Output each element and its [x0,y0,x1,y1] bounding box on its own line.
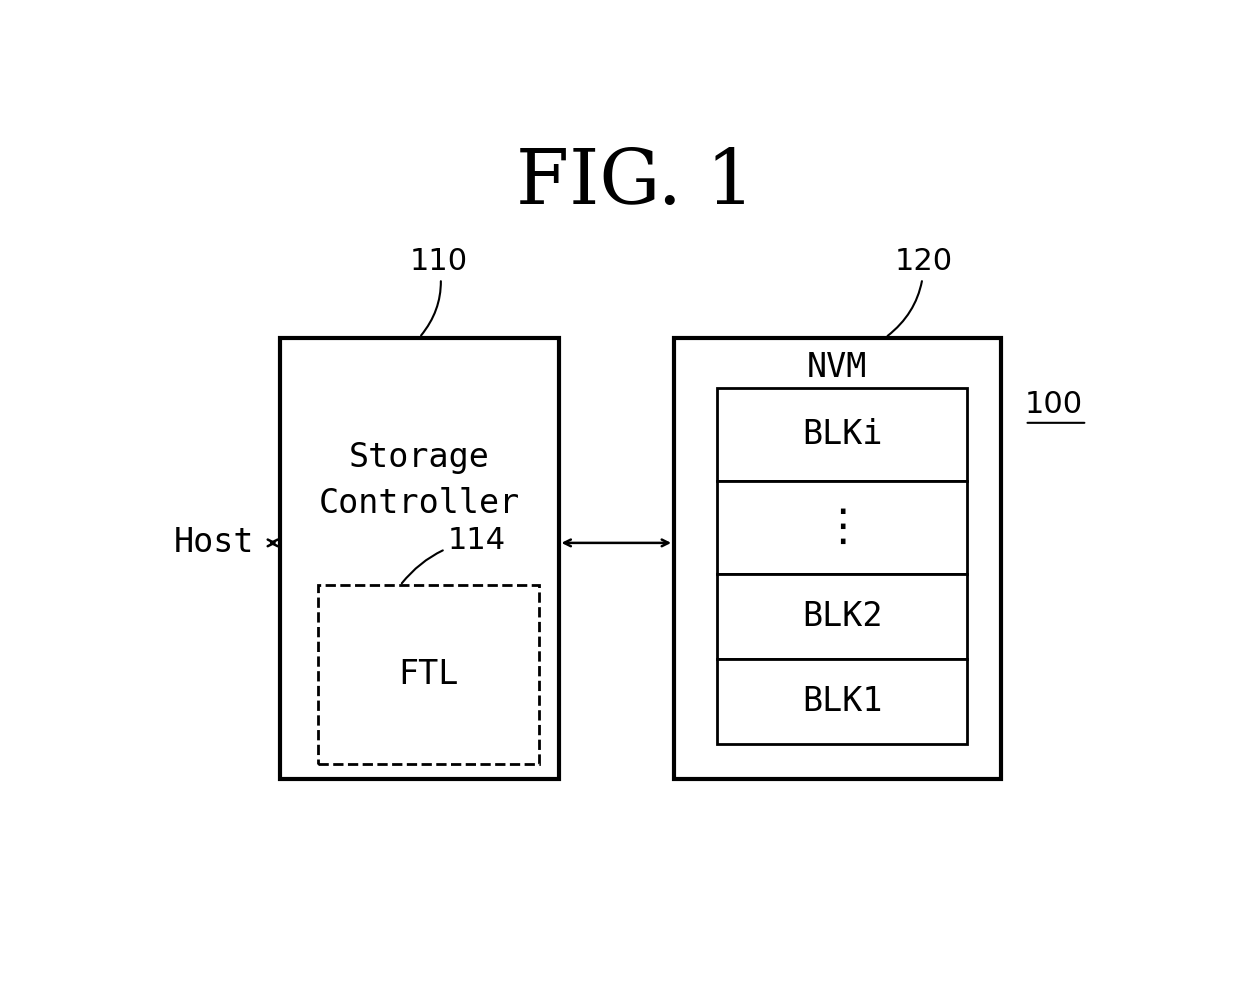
Bar [717,659,967,744]
Text: Host: Host [174,526,254,559]
Bar [675,338,1001,780]
Text: FTL: FTL [399,658,459,691]
Text: 100: 100 [1024,390,1083,418]
Bar [319,585,539,764]
Text: 120: 120 [888,246,952,336]
Bar [717,481,967,573]
Bar [717,573,967,659]
Text: BLK2: BLK2 [802,600,883,633]
Bar [717,388,967,481]
Text: 110: 110 [409,246,467,335]
Text: Storage
Controller: Storage Controller [319,442,520,520]
Text: BLKi: BLKi [802,417,883,451]
Text: FIG. 1: FIG. 1 [516,146,755,219]
Text: ⋮: ⋮ [820,506,864,549]
Bar [280,338,558,780]
Text: BLK1: BLK1 [802,685,883,718]
Text: 114: 114 [402,525,506,583]
Text: NVM: NVM [807,350,868,383]
